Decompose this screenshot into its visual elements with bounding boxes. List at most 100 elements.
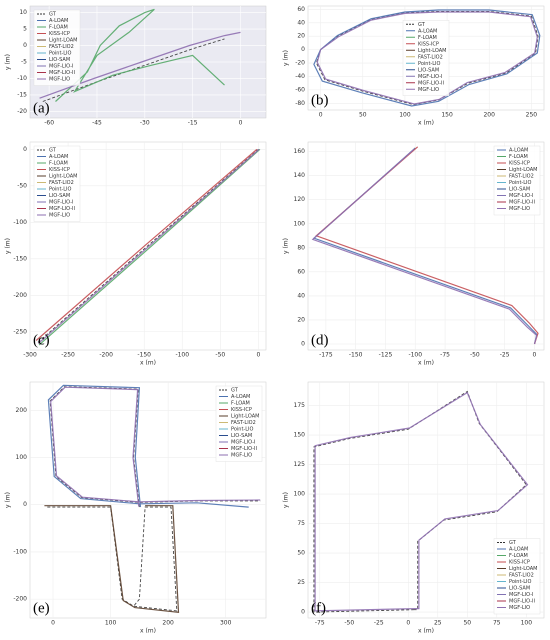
y-tick-label: -20 — [17, 108, 27, 115]
x-tick-label: 0 — [533, 352, 537, 359]
y-tick-label: 25 — [297, 579, 305, 586]
x-tick-label: -125 — [379, 352, 393, 359]
trajectory — [55, 8, 225, 102]
y-tick-label: -80 — [295, 100, 305, 107]
x-axis-label: x (m) — [418, 360, 434, 367]
legend-label: MGF-LIO-I — [231, 440, 255, 446]
panel: -75 -50 -25 0 25 50 75 100 0 25 50 75 100 125 150 175 x … — [283, 381, 545, 635]
legend-label: GT — [49, 12, 57, 18]
x-tick-label: 0 — [319, 112, 323, 119]
x-tick-label: 150 — [441, 112, 453, 119]
y-tick-label: 200 — [16, 407, 28, 414]
legend-label: MGF-LIO — [418, 87, 439, 93]
legend-label: KISS-ICP — [509, 161, 530, 167]
y-tick-label: 140 — [294, 172, 306, 179]
trajectory — [313, 9, 541, 107]
y-tick-label: -250 — [13, 328, 27, 335]
y-tick-label: -10 — [17, 75, 27, 82]
panel: 0 50 100 150 200 250 -80 -60 -40 -20 0 20 40 60 x (m) y… — [283, 5, 545, 127]
legend-label: MGF-LIO-II — [49, 70, 75, 76]
legend-label: KISS-ICP — [49, 31, 70, 37]
panel: 0 100 200 300 -200 -100 0 100 200 x (m) y (m) GTA-L… — [5, 381, 267, 635]
legend-label: MGF-LIO — [49, 213, 70, 219]
x-tick-label: -50 — [215, 352, 225, 359]
y-tick-label: 0 — [301, 609, 305, 616]
legend-label: Point-LIO — [49, 51, 71, 57]
x-tick-label: -175 — [319, 352, 333, 359]
x-tick-label: 300 — [220, 620, 232, 627]
x-tick-label: 200 — [162, 620, 174, 627]
legend-label: F-LOAM — [418, 35, 437, 41]
legend-label: F-LOAM — [231, 401, 250, 407]
y-tick-label: 160 — [294, 148, 306, 155]
x-axis-label: x (m) — [140, 360, 156, 367]
x-tick-label: 50 — [463, 620, 471, 627]
legend-label: Point-LIO — [49, 187, 71, 193]
x-tick-label: 0 — [239, 120, 243, 127]
legend-label: FAST-LIO2 — [49, 44, 74, 50]
x-tick-label: -25 — [374, 620, 384, 627]
x-tick-label: -150 — [349, 352, 363, 359]
x-tick-label: -50 — [470, 352, 480, 359]
legend-label: Light-LOAM — [231, 414, 259, 420]
legend-label: LIO-SAM — [49, 57, 70, 63]
x-tick-label: -15 — [188, 120, 198, 127]
x-tick-label: -50 — [344, 620, 354, 627]
legend-label: A-LOAM — [49, 18, 68, 24]
x-tick-label: -75 — [440, 352, 450, 359]
x-tick-label: -100 — [175, 352, 189, 359]
y-tick-label: 120 — [294, 196, 306, 203]
x-axis-label: x (m) — [140, 628, 156, 635]
x-tick-label: -300 — [23, 352, 37, 359]
y-tick-label: 75 — [297, 520, 305, 527]
legend-label: LIO-SAM — [231, 433, 252, 439]
legend-label: F-LOAM — [509, 154, 528, 160]
trajectory — [50, 386, 261, 507]
trajectory — [311, 148, 538, 345]
trajectory — [314, 391, 529, 612]
y-tick-label: -20 — [295, 60, 305, 67]
legend-label: F-LOAM — [49, 25, 68, 31]
trajectory — [47, 384, 249, 508]
x-tick-label: 100 — [521, 620, 533, 627]
x-axis-label: x (m) — [418, 120, 434, 127]
trajectory — [37, 148, 259, 344]
y-tick-label: 5 — [23, 26, 27, 33]
legend-label: MGF-LIO-I — [49, 200, 73, 206]
legend-label: MGF-LIO — [49, 77, 70, 83]
trajectory — [38, 148, 261, 346]
trajectory — [313, 390, 527, 613]
x-tick-label: 0 — [406, 620, 410, 627]
y-tick-label: 100 — [294, 220, 306, 227]
y-tick-label: -150 — [13, 255, 27, 262]
x-tick-label: -25 — [500, 352, 510, 359]
legend-label: Point-LIO — [509, 579, 531, 585]
legend-label: FAST-LIO2 — [231, 420, 256, 426]
panel-label: (f) — [311, 600, 326, 616]
legend-label: A-LOAM — [418, 28, 437, 34]
y-axis-label: y (m) — [5, 54, 12, 70]
y-axis-label: y (m) — [283, 238, 290, 254]
legend-label: A-LOAM — [509, 547, 528, 553]
panel-label: (a) — [33, 100, 50, 116]
trajectory — [39, 31, 241, 99]
legend-label: FAST-LIO2 — [418, 54, 443, 60]
y-tick-label: 100 — [294, 491, 306, 498]
y-tick-label: 150 — [294, 432, 306, 439]
x-tick-label: 75 — [493, 620, 501, 627]
legend-label: LIO-SAM — [509, 187, 530, 193]
legend-label: A-LOAM — [49, 154, 68, 160]
y-tick-label: -200 — [13, 596, 27, 603]
x-tick-label: -30 — [140, 120, 150, 127]
y-tick-label: 0 — [23, 146, 27, 153]
x-tick-label: 100 — [105, 620, 117, 627]
legend-label: KISS-ICP — [509, 560, 530, 566]
x-tick-label: -45 — [92, 120, 102, 127]
x-tick-label: 0 — [256, 352, 260, 359]
y-tick-label: 0 — [23, 42, 27, 49]
legend-label: FAST-LIO2 — [509, 174, 534, 180]
legend-label: MGF-LIO-I — [418, 74, 442, 80]
legend-label: MGF-LIO-II — [509, 200, 535, 206]
legend-label: LIO-SAM — [49, 193, 70, 199]
